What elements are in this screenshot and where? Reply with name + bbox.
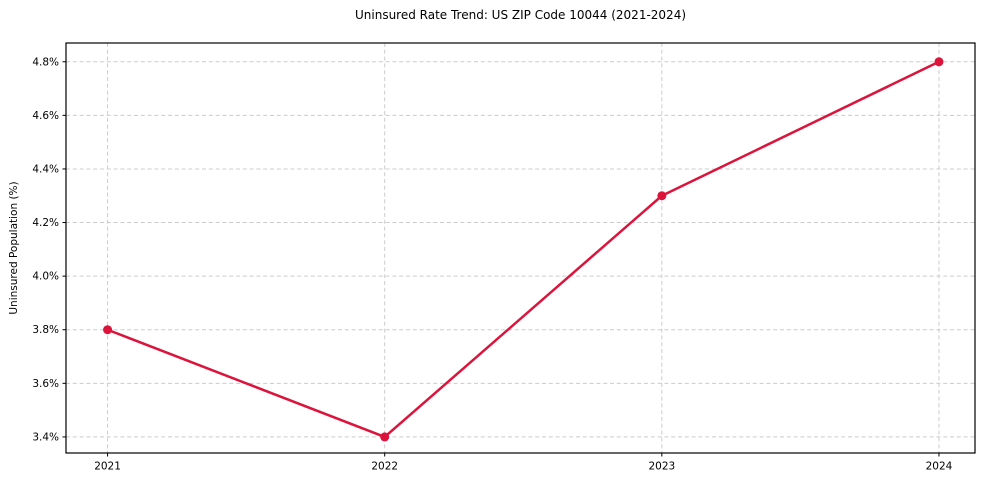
data-point-2024 [934, 57, 944, 67]
y-tick-label: 3.8% [32, 324, 59, 336]
plot-frame [65, 42, 976, 454]
x-tick-label: 2021 [94, 461, 121, 473]
data-point-2022 [380, 432, 390, 442]
data-point-2023 [657, 191, 667, 201]
x-tick-label: 2024 [926, 461, 953, 473]
y-tick-label: 4.4% [32, 163, 59, 175]
x-tick-label: 2022 [371, 461, 398, 473]
y-tick-label: 4.8% [32, 56, 59, 68]
y-tick-label: 4.6% [32, 110, 59, 122]
data-point-2021 [103, 325, 113, 335]
chart-title: Uninsured Rate Trend: US ZIP Code 10044 … [354, 8, 687, 22]
trend-line [106, 60, 941, 439]
y-tick-label: 3.6% [32, 378, 59, 390]
x-tick-label: 2023 [648, 461, 675, 473]
y-tick-label: 4.0% [32, 271, 59, 283]
y-tick-label: 3.4% [32, 431, 59, 443]
y-tick-label: 4.2% [32, 217, 59, 229]
